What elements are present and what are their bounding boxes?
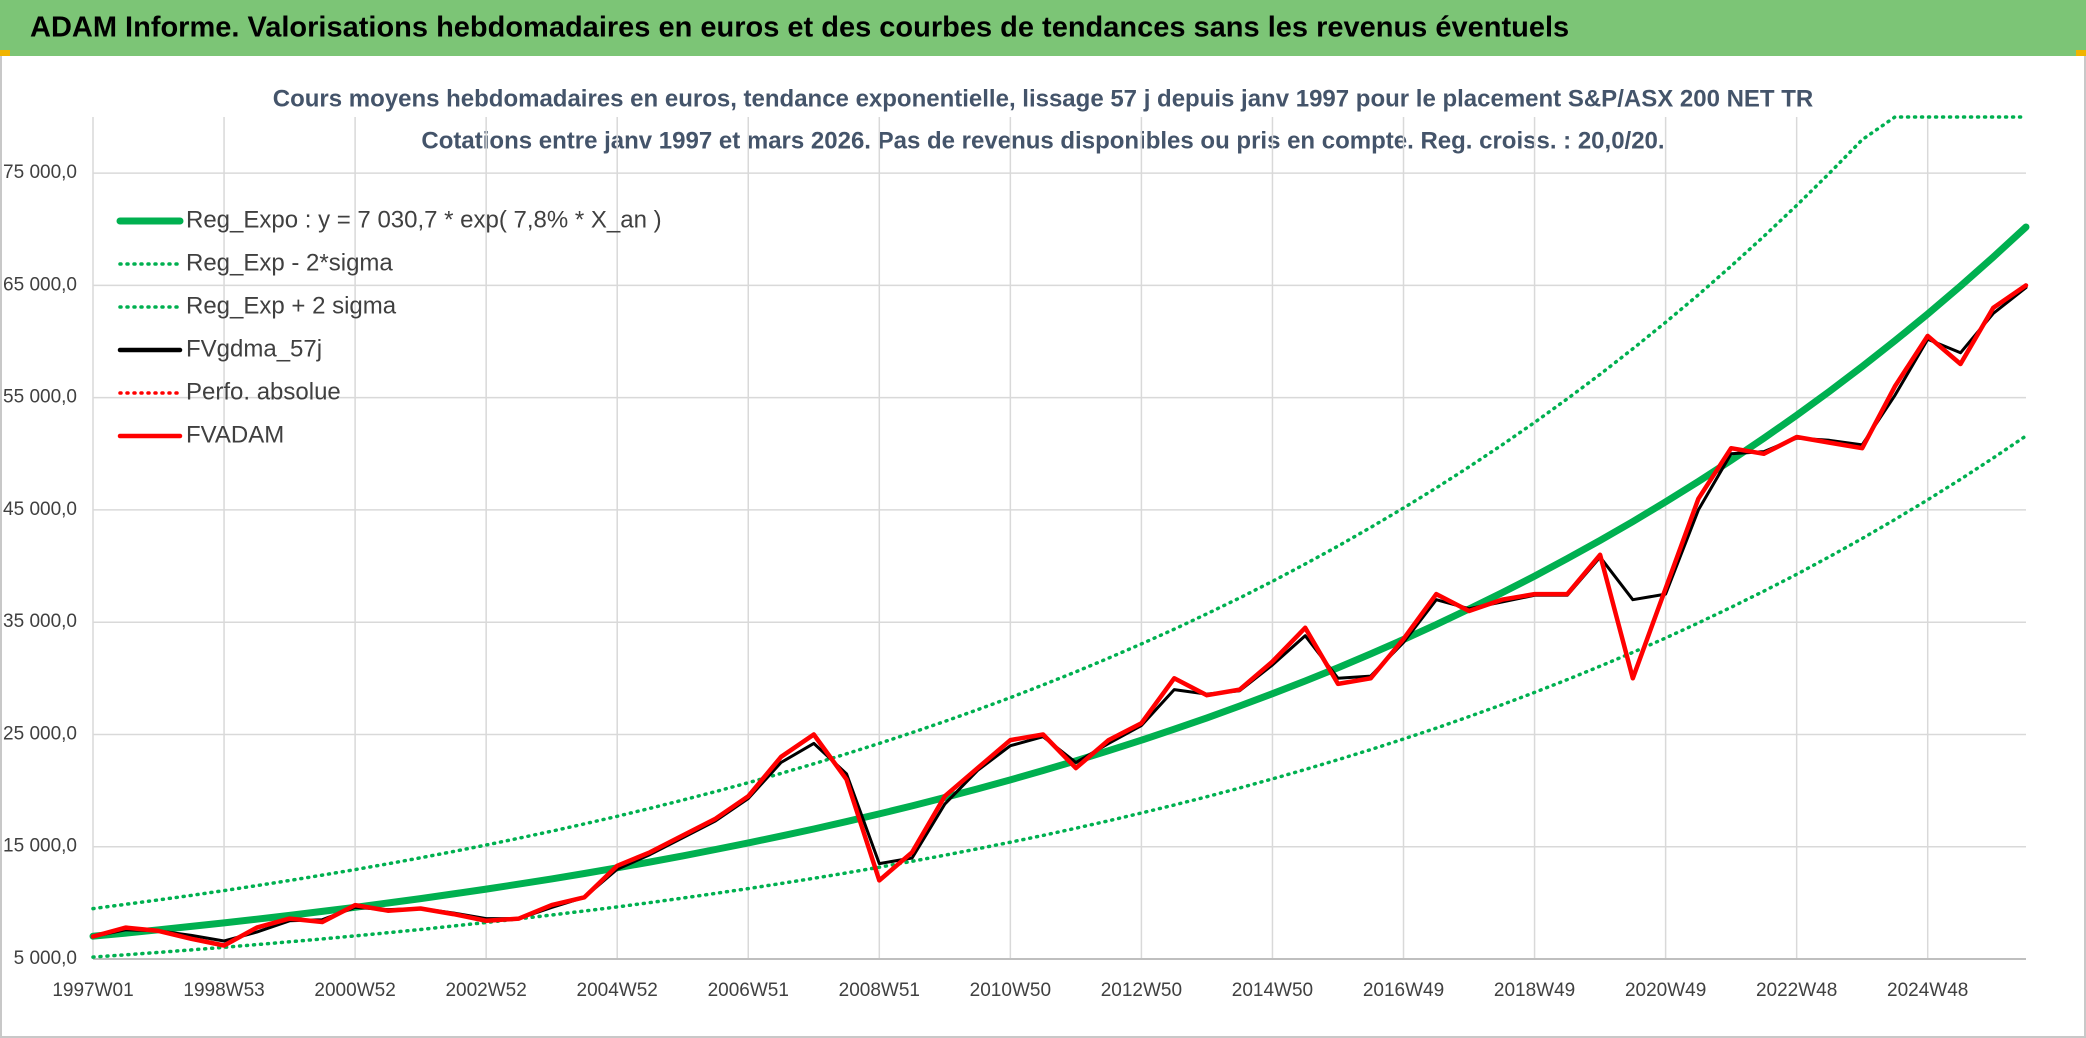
legend-label: FVgdma_57j bbox=[186, 335, 322, 362]
series-line bbox=[89, 223, 2030, 940]
corner bbox=[0, 50, 10, 56]
series-line bbox=[91, 115, 2028, 911]
x-tick-label: 2002W52 bbox=[445, 980, 526, 1001]
y-tick-label: 15 000,0 bbox=[3, 836, 77, 857]
legend-label: FVADAM bbox=[186, 421, 284, 448]
legend-label: Reg_Expo : y = 7 030,7 * exp( 7,8% * X_a… bbox=[186, 206, 662, 233]
x-tick-label: 2012W50 bbox=[1101, 980, 1182, 1001]
x-tick-label: 2006W51 bbox=[708, 980, 789, 1001]
x-tick-label: 2014W50 bbox=[1232, 980, 1313, 1001]
header-bar bbox=[0, 0, 2086, 56]
x-tick-label: 2020W49 bbox=[1625, 980, 1706, 1001]
subtitle: Cours moyens hebdomadaires en euros, ten… bbox=[273, 85, 1814, 112]
x-tick-label: 2016W49 bbox=[1363, 980, 1444, 1001]
y-tick-label: 75 000,0 bbox=[3, 162, 77, 183]
x-tick-label: 2024W48 bbox=[1887, 980, 1968, 1001]
x-tick-label: 2000W52 bbox=[314, 980, 395, 1001]
x-tick-label: 2010W50 bbox=[970, 980, 1051, 1001]
y-tick-label: 5 000,0 bbox=[14, 948, 77, 969]
legend-label: Reg_Exp + 2 sigma bbox=[186, 292, 397, 319]
y-tick-label: 65 000,0 bbox=[3, 274, 77, 295]
series-line bbox=[91, 434, 2028, 959]
y-tick-label: 25 000,0 bbox=[3, 723, 77, 744]
legend-label: Perfo. absolue bbox=[186, 378, 341, 405]
x-tick-label: 2018W49 bbox=[1494, 980, 1575, 1001]
x-tick-label: 2008W51 bbox=[839, 980, 920, 1001]
x-tick-label: 1997W01 bbox=[52, 980, 133, 1001]
y-tick-label: 55 000,0 bbox=[3, 387, 77, 408]
x-tick-label: 2022W48 bbox=[1756, 980, 1837, 1001]
series-line bbox=[90, 283, 2029, 948]
y-tick-label: 35 000,0 bbox=[3, 611, 77, 632]
y-tick-label: 45 000,0 bbox=[3, 499, 77, 520]
x-tick-label: 2004W52 bbox=[577, 980, 658, 1001]
x-tick-label: 1998W53 bbox=[183, 980, 264, 1001]
legend-label: Reg_Exp - 2*sigma bbox=[186, 249, 393, 276]
header-title: ADAM Informe. Valorisations hebdomadaire… bbox=[30, 12, 1569, 44]
corner bbox=[2076, 50, 2086, 56]
subtitle: Cotations entre janv 1997 et mars 2026. … bbox=[421, 127, 1664, 154]
